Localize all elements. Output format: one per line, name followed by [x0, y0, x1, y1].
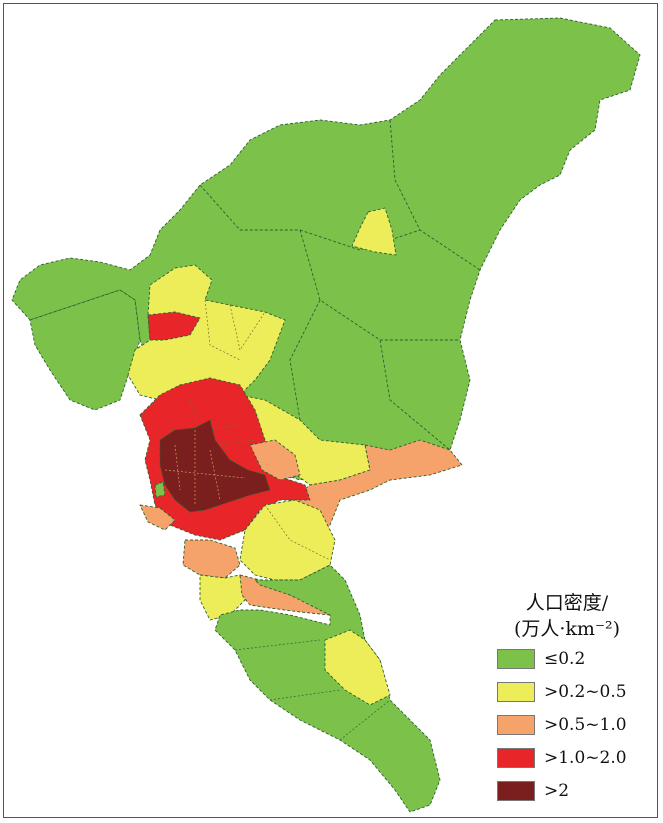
legend-item-gt-2: >2: [497, 774, 647, 807]
legend-label: >0.5~1.0: [544, 714, 627, 735]
legend-item-0-2-0-5: >0.2~0.5: [497, 675, 647, 708]
region-core-dark-red: [159, 419, 271, 513]
region-south-center-orange: [182, 539, 241, 579]
region-central-orange: [249, 439, 301, 481]
region-south-west-yellow: [199, 574, 246, 621]
region-core-green-spot: [154, 481, 166, 498]
region-south-yellow: [239, 499, 336, 581]
region-west-red-block: [147, 311, 201, 341]
legend-title-line2: (万人·km⁻²): [513, 618, 621, 640]
legend-items: ≤0.2 >0.2~0.5 >0.5~1.0 >1.0~2.0 >2: [497, 642, 647, 807]
legend-item-0-5-1-0: >0.5~1.0: [497, 708, 647, 741]
legend-swatch: [497, 681, 535, 702]
legend-label: >0.2~0.5: [544, 681, 627, 702]
region-west-lobe: [29, 289, 141, 411]
legend-label: >2: [544, 780, 570, 801]
legend-item-1-0-2-0: >1.0~2.0: [497, 741, 647, 774]
map-legend: 人口密度/ (万人·km⁻²) ≤0.2 >0.2~0.5 >0.5~1.0 >…: [497, 590, 647, 807]
legend-swatch: [497, 648, 535, 669]
legend-swatch: [497, 780, 535, 801]
region-low-density-main: [11, 17, 641, 481]
legend-swatch: [497, 747, 535, 768]
region-south-peninsula-yellow: [324, 629, 391, 706]
legend-title-line1: 人口密度/: [525, 592, 609, 614]
region-southwest-orange: [139, 504, 176, 531]
region-north-yellow: [351, 207, 397, 256]
legend-title: 人口密度/ (万人·km⁻²): [487, 590, 647, 642]
region-west-yellow-belt: [127, 264, 286, 401]
legend-label: ≤0.2: [544, 648, 586, 669]
legend-label: >1.0~2.0: [544, 747, 627, 768]
region-south-peninsula: [214, 564, 441, 813]
legend-item-le-0-2: ≤0.2: [497, 642, 647, 675]
region-north-division: [199, 119, 481, 451]
region-east-orange-arm: [289, 439, 463, 541]
legend-swatch: [497, 714, 535, 735]
